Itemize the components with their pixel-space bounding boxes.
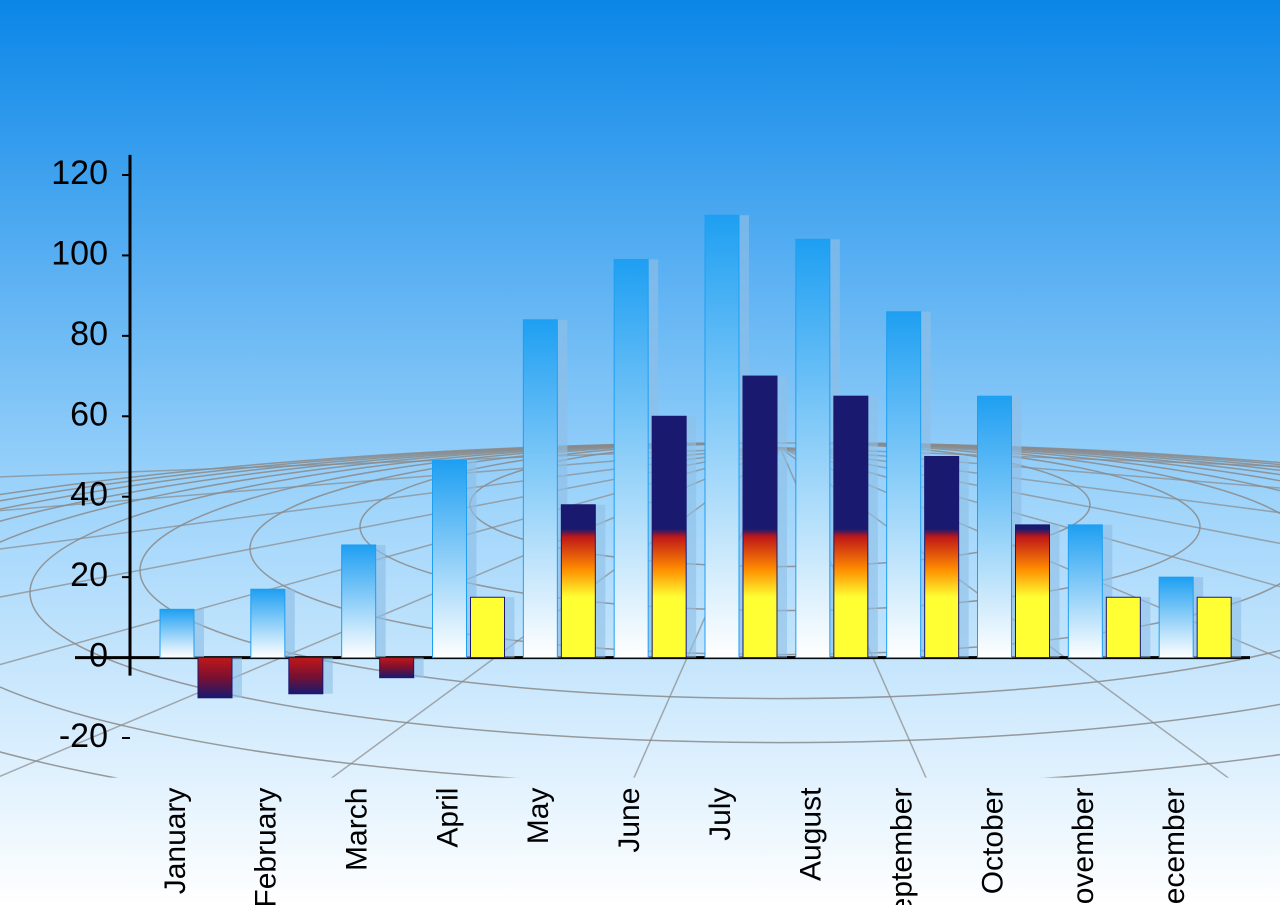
bar-series-b <box>834 396 868 657</box>
x-tick-label: November <box>1067 788 1100 905</box>
bar-series-a <box>433 461 467 658</box>
y-tick-label: -20 <box>59 717 108 755</box>
x-tick-label: January <box>159 788 192 895</box>
y-tick-label: 40 <box>70 476 108 514</box>
bar-series-a <box>887 312 921 658</box>
y-tick-label: 120 <box>51 154 108 192</box>
x-tick-label: April <box>431 788 464 848</box>
bar-series-b <box>380 658 414 678</box>
x-tick-label: March <box>341 788 374 871</box>
bar-series-a <box>705 215 739 657</box>
chart-canvas: -20 0 20 40 60 80 100 120 January February March Ap… <box>0 0 1280 905</box>
y-tick-label: 100 <box>51 234 108 272</box>
y-tick-label: 60 <box>70 395 108 433</box>
x-tick-label: May <box>522 788 555 845</box>
bar-series-b <box>561 505 595 658</box>
bar-series-b <box>925 457 959 658</box>
x-tick-label: August <box>795 787 828 881</box>
bar-series-b <box>743 376 777 657</box>
x-tick-label: September <box>886 788 919 905</box>
bar-series-b <box>471 597 505 657</box>
bar-series-b <box>198 658 232 698</box>
bar-series-a <box>978 396 1012 657</box>
bar-series-a <box>523 320 557 658</box>
x-tick-label: February <box>250 788 283 905</box>
y-tick-label: 0 <box>89 637 108 675</box>
bar-series-a <box>1068 525 1102 658</box>
bar-series-b <box>1106 597 1140 657</box>
x-tick-label: July <box>704 788 737 841</box>
x-tick-label: June <box>613 788 646 853</box>
bar-series-a <box>614 259 648 657</box>
bar-series-a <box>251 589 285 657</box>
x-tick-label: October <box>976 788 1009 895</box>
x-tick-label: December <box>1158 788 1191 905</box>
bar-series-a <box>160 609 194 657</box>
y-tick-label: 80 <box>70 315 108 353</box>
bar-series-a <box>342 545 376 658</box>
y-tick-label: 20 <box>70 556 108 594</box>
chart-svg: -20 0 20 40 60 80 100 120 January February March Ap… <box>0 0 1280 905</box>
bar-series-b <box>1197 597 1231 657</box>
bar-series-a <box>796 239 830 657</box>
bar-series-b <box>1016 525 1050 658</box>
bar-series-b <box>652 416 686 657</box>
bar-series-b <box>289 658 323 694</box>
bar-series-a <box>1159 577 1193 657</box>
